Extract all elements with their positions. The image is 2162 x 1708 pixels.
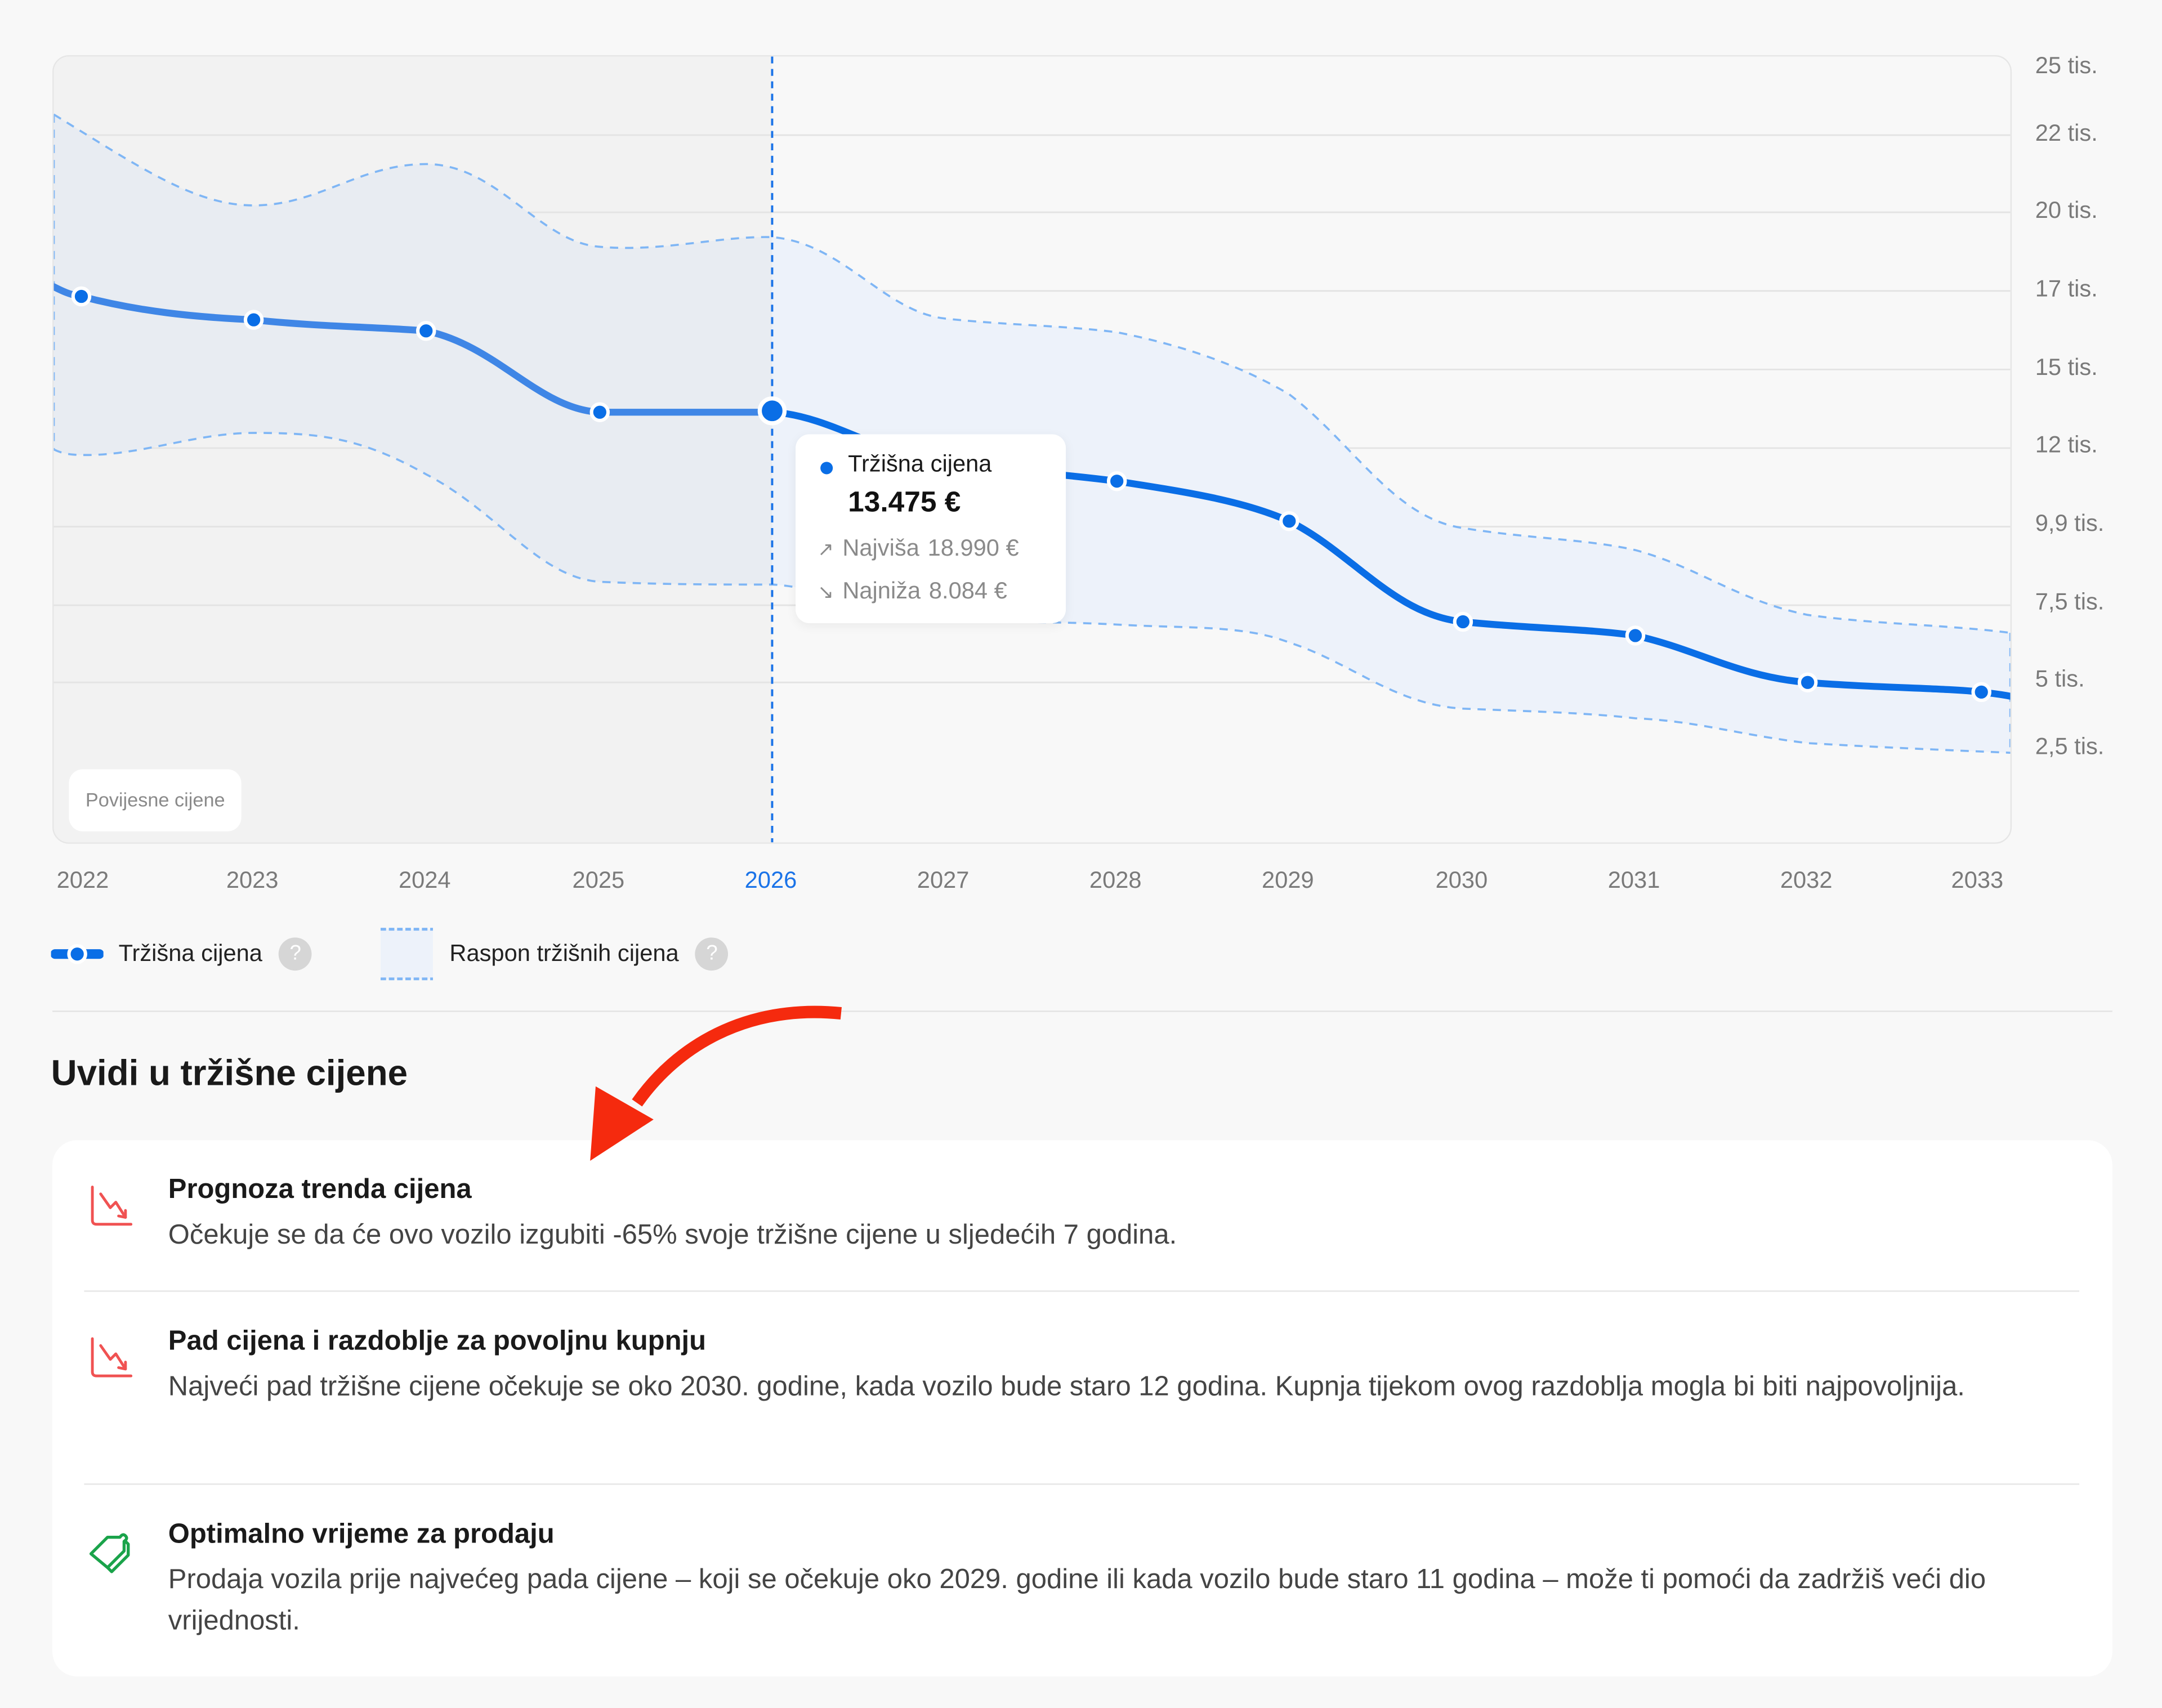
range-band-historical bbox=[53, 114, 772, 585]
insight-divider bbox=[84, 1290, 2080, 1292]
insights-heading: Uvidi u tržišne cijene bbox=[51, 1052, 408, 1094]
annotation-arrow-icon bbox=[590, 1005, 842, 1161]
x-tick-2023[interactable]: 2023 bbox=[226, 867, 279, 893]
series-dot-icon bbox=[820, 462, 833, 475]
help-icon[interactable]: ? bbox=[279, 937, 312, 971]
x-tick-2031[interactable]: 2031 bbox=[1607, 867, 1660, 893]
x-tick-2026-active[interactable]: 2026 bbox=[744, 867, 797, 893]
y-tick: 9,9 tis. bbox=[2035, 510, 2105, 536]
range-band-borders bbox=[53, 113, 2011, 754]
section-divider bbox=[52, 1011, 2112, 1012]
y-tick: 7,5 tis. bbox=[2035, 588, 2105, 615]
insight-title: Prognoza trenda cijena bbox=[168, 1174, 472, 1205]
insight-text: Očekuje se da će ovo vozilo izgubiti -65… bbox=[168, 1220, 1177, 1251]
x-tick-2033[interactable]: 2033 bbox=[1951, 867, 2004, 893]
insight-text: Najveći pad tržišne cijene očekuje se ok… bbox=[168, 1371, 1965, 1402]
price-tag-icon bbox=[89, 1533, 130, 1573]
insight-divider bbox=[84, 1483, 2080, 1485]
chart-trend-down-icon bbox=[91, 1337, 133, 1378]
market-price-line-icon bbox=[51, 944, 104, 964]
arrow-down-right-icon: ↘ bbox=[818, 580, 834, 603]
chart-svg bbox=[53, 56, 2011, 843]
tooltip-series-label: Tržišna cijena bbox=[848, 450, 992, 477]
insight-text: Prodaja vozila prije najvećeg pada cijen… bbox=[168, 1564, 1986, 1637]
y-tick: 15 tis. bbox=[2035, 354, 2098, 381]
arrow-up-right-icon: ↗ bbox=[818, 538, 834, 560]
tooltip-high-value: 18.990 € bbox=[927, 535, 1019, 561]
x-tick-2025[interactable]: 2025 bbox=[572, 867, 625, 893]
legend-label: Raspon tržišnih cijena bbox=[449, 940, 679, 967]
price-tooltip: Tržišna cijena 13.475 € ↗ Najviša 18.990 €… bbox=[796, 434, 1066, 623]
y-tick: 17 tis. bbox=[2035, 275, 2098, 302]
y-tick: 22 tis. bbox=[2035, 120, 2098, 146]
insight-title: Pad cijena i razdoblje za povoljnu kupnj… bbox=[168, 1326, 707, 1357]
price-chart bbox=[52, 55, 2012, 844]
tooltip-high-label: Najviša bbox=[842, 535, 919, 561]
x-tick-2032[interactable]: 2032 bbox=[1780, 867, 1833, 893]
chart-trend-down-icon bbox=[91, 1186, 133, 1226]
help-icon[interactable]: ? bbox=[695, 937, 729, 971]
x-tick-2029[interactable]: 2029 bbox=[1262, 867, 1314, 893]
x-tick-2030[interactable]: 2030 bbox=[1435, 867, 1488, 893]
market-price-line-historical bbox=[53, 283, 776, 416]
x-tick-2027[interactable]: 2027 bbox=[917, 867, 970, 893]
tooltip-low-value: 8.084 € bbox=[928, 578, 1007, 604]
tooltip-high-row: ↗ Najviša 18.990 € bbox=[818, 535, 1019, 562]
legend-item-price-range: Raspon tržišnih cijena ? bbox=[380, 927, 729, 982]
x-tick-2024[interactable]: 2024 bbox=[398, 867, 451, 893]
price-range-swatch-icon bbox=[380, 928, 433, 981]
historical-prices-badge: Povijesne cijene bbox=[69, 769, 242, 831]
data-points[interactable] bbox=[71, 286, 1991, 703]
y-tick: 20 tis. bbox=[2035, 197, 2098, 223]
y-tick: 2,5 tis. bbox=[2035, 733, 2105, 760]
tooltip-low-label: Najniža bbox=[842, 578, 921, 604]
insight-title: Optimalno vrijeme za prodaju bbox=[168, 1519, 555, 1550]
range-band-forecast bbox=[772, 237, 2011, 753]
insights-card: Prognoza trenda cijena Očekuje se da će … bbox=[52, 1140, 2112, 1676]
tooltip-low-row: ↘ Najniža 8.084 € bbox=[818, 578, 1007, 605]
legend-label: Tržišna cijena bbox=[118, 940, 262, 967]
x-tick-2028[interactable]: 2028 bbox=[1089, 867, 1142, 893]
legend-item-market-price: Tržišna cijena ? bbox=[51, 932, 312, 976]
y-tick: 5 tis. bbox=[2035, 665, 2085, 692]
y-tick: 25 tis. bbox=[2035, 52, 2098, 79]
tooltip-value: 13.475 € bbox=[848, 486, 961, 518]
y-tick: 12 tis. bbox=[2035, 431, 2098, 458]
x-tick-2022[interactable]: 2022 bbox=[56, 867, 109, 893]
